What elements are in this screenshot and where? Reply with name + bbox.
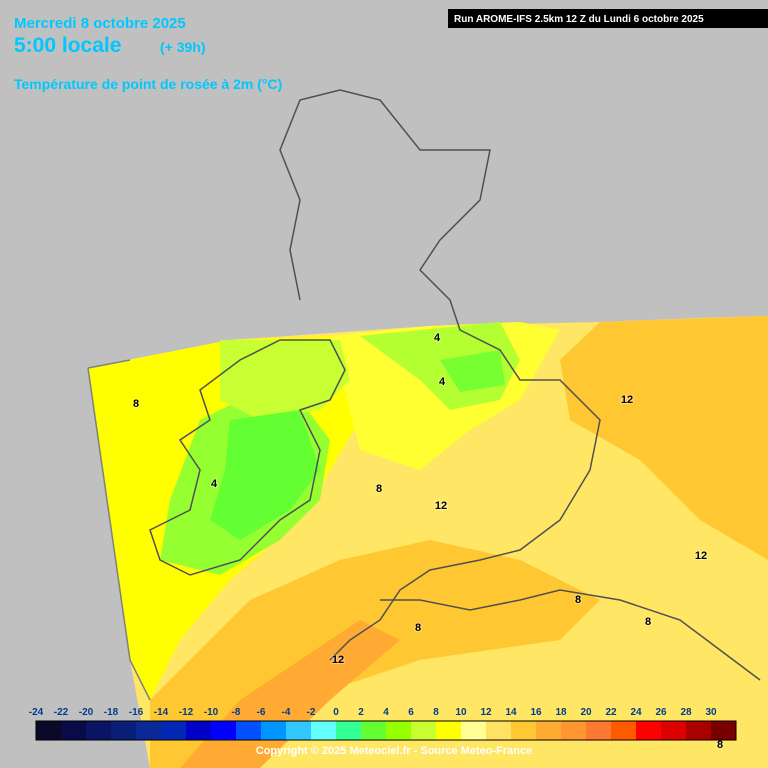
legend-swatch [261, 721, 287, 740]
contour-label: 4 [211, 478, 218, 490]
copyright: Copyright © 2025 Meteociel.fr - Source M… [256, 745, 532, 757]
legend-swatch [111, 721, 137, 740]
legend-label: 0 [333, 707, 339, 718]
legend-label: -22 [54, 707, 69, 718]
domain-edge [87, 359, 151, 701]
legend-label: -8 [232, 707, 241, 718]
legend-label: 10 [455, 707, 467, 718]
legend-swatch [611, 721, 637, 740]
legend-swatch [411, 721, 437, 740]
legend-swatch [86, 721, 112, 740]
legend-swatch [286, 721, 312, 740]
legend-label: -6 [257, 707, 266, 718]
contour-label: 8 [575, 594, 581, 606]
legend-swatch [436, 721, 462, 740]
contour-label: 4 [439, 376, 446, 388]
legend-label: -10 [204, 707, 219, 718]
legend-swatch [361, 721, 387, 740]
legend-swatch [36, 721, 62, 740]
legend-swatch [136, 721, 162, 740]
contour-label: 8 [415, 622, 421, 634]
legend-label: 4 [383, 707, 389, 718]
legend-label: 22 [605, 707, 617, 718]
legend-label: -2 [307, 707, 316, 718]
channel-coast [380, 589, 761, 681]
run-info: Run AROME-IFS 2.5km 12 Z du Lundi 6 octo… [454, 14, 704, 25]
run-box [448, 9, 768, 28]
legend-swatch [311, 721, 337, 740]
contour-labels: 8 4 4 4 8 12 12 12 8 12 8 8 8 [132, 331, 724, 752]
legend-swatch [386, 721, 412, 740]
legend-swatch [661, 721, 687, 740]
contour-label: 8 [133, 398, 139, 410]
legend-swatch [336, 721, 362, 740]
legend-swatch [511, 721, 537, 740]
legend-label: 30 [705, 707, 717, 718]
parameter: Température de point de rosée à 2m (°C) [14, 76, 282, 92]
contour-label: 12 [332, 654, 344, 666]
legend-label: -4 [282, 707, 291, 718]
ireland-coast [149, 339, 346, 576]
legend-swatch [586, 721, 612, 740]
contour-label: 12 [435, 500, 447, 512]
map-field [88, 316, 768, 768]
legend-swatch [211, 721, 237, 740]
legend-swatch [161, 721, 187, 740]
legend-label: 14 [505, 707, 517, 718]
contour-label: 8 [376, 483, 382, 495]
legend-swatch [461, 721, 487, 740]
legend-swatch [686, 721, 712, 740]
contour-label: 12 [695, 550, 707, 562]
legend-label: 18 [555, 707, 567, 718]
legend-label: -16 [129, 707, 144, 718]
legend-label: -18 [104, 707, 119, 718]
legend-label: 26 [655, 707, 667, 718]
date: Mercredi 8 octobre 2025 [14, 15, 186, 32]
legend-swatch [711, 721, 737, 740]
contour-label: 8 [645, 616, 651, 628]
legend-label: -14 [154, 707, 169, 718]
legend-swatch [186, 721, 212, 740]
legend-swatch [486, 721, 512, 740]
contour-label: 12 [621, 394, 633, 406]
legend-swatch [561, 721, 587, 740]
legend-swatch [536, 721, 562, 740]
legend-swatch [636, 721, 662, 740]
legend-frame [35, 720, 737, 741]
legend-label: 24 [630, 707, 642, 718]
legend-label: 28 [680, 707, 692, 718]
britain-coast [279, 89, 601, 661]
coastlines [87, 89, 761, 701]
legend-label: -24 [29, 707, 44, 718]
legend-label: 2 [358, 707, 364, 718]
legend: -24 -22 -20 -18 -16 -14 -12 -10 -8 -6 -4 -2 0 2 4 6 8 10 1… [29, 707, 737, 741]
legend-swatch [61, 721, 87, 740]
legend-swatch [236, 721, 262, 740]
contour-label: 4 [434, 332, 441, 344]
legend-label: -12 [179, 707, 194, 718]
legend-label: 16 [530, 707, 542, 718]
contour-label: 8 [717, 739, 723, 751]
legend-label: -20 [79, 707, 94, 718]
legend-label: 8 [433, 707, 439, 718]
offset: (+ 39h) [160, 39, 206, 55]
legend-label: 20 [580, 707, 592, 718]
legend-label: 12 [480, 707, 492, 718]
time: 5:00 locale [14, 34, 121, 57]
legend-label: 6 [408, 707, 414, 718]
